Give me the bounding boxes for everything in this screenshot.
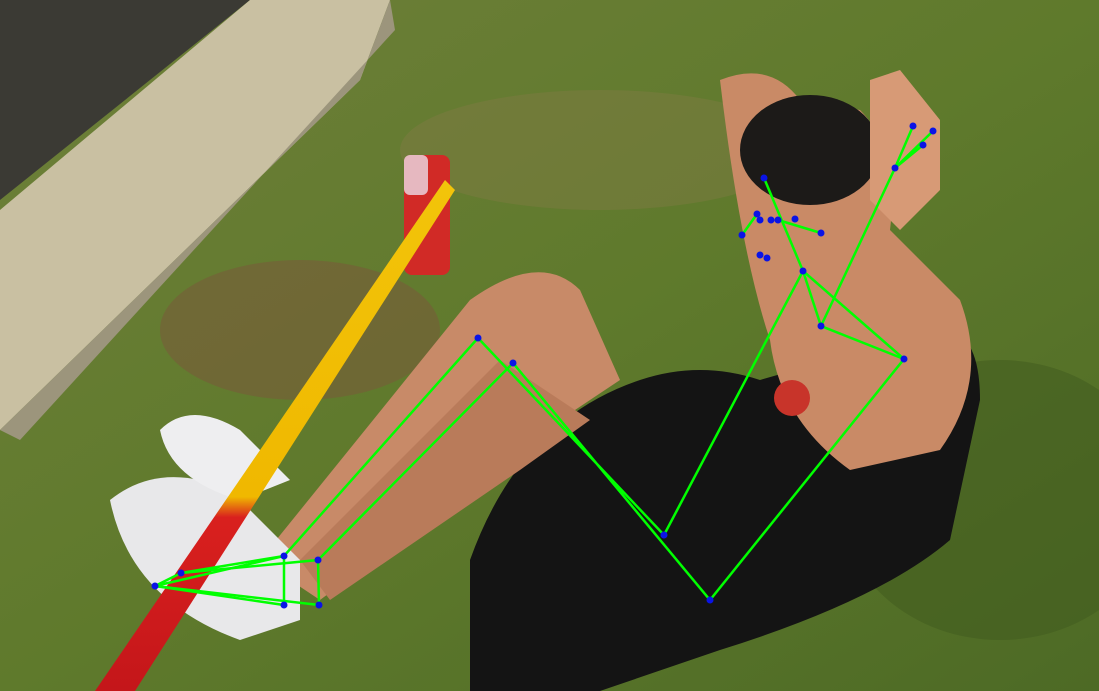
stick: [95, 180, 455, 691]
pose-skeleton: [151, 122, 937, 609]
